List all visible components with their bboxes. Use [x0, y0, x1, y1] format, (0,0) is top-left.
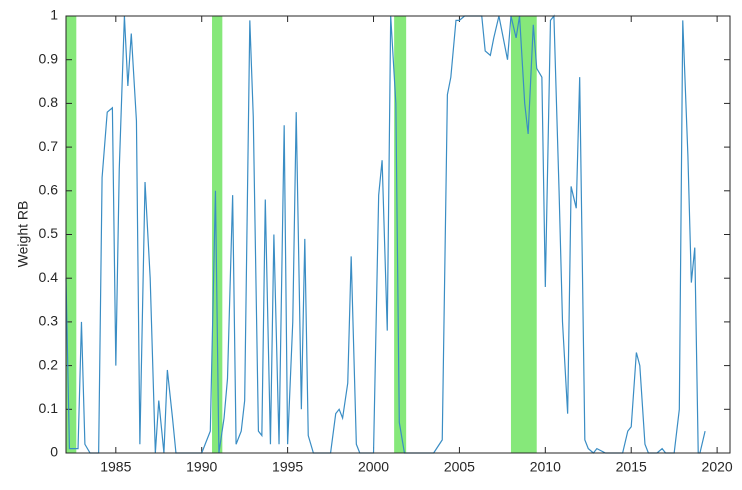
- data-line: [65, 14, 706, 454]
- y-tick-label: 0: [50, 444, 58, 460]
- y-tick-label: 0.1: [39, 400, 59, 416]
- y-tick-label: 0.3: [39, 313, 59, 329]
- x-tick-label: 1985: [100, 459, 131, 475]
- y-tick-label: 0.7: [39, 138, 59, 154]
- x-tick-label: 1995: [272, 459, 303, 475]
- x-tick-label: 2020: [702, 459, 733, 475]
- x-tick-label: 1990: [186, 459, 217, 475]
- y-tick-label: 0.9: [39, 50, 59, 66]
- recession-band: [212, 16, 223, 453]
- y-tick-label: 0.6: [39, 182, 59, 198]
- x-tick-label: 2010: [530, 459, 561, 475]
- y-axis-label: Weight RB: [15, 201, 31, 268]
- plot-frame: [65, 15, 731, 454]
- x-tick-label: 2000: [358, 459, 389, 475]
- x-tick-label: 2005: [444, 459, 475, 475]
- x-tick-label: 2015: [616, 459, 647, 475]
- y-tick-label: 0.8: [39, 94, 59, 110]
- y-tick-label: 1: [50, 7, 58, 23]
- recession-band: [394, 16, 407, 453]
- y-tick-label: 0.5: [39, 225, 59, 241]
- y-tick-label: 0.4: [39, 269, 59, 285]
- y-tick-label: 0.2: [39, 356, 59, 372]
